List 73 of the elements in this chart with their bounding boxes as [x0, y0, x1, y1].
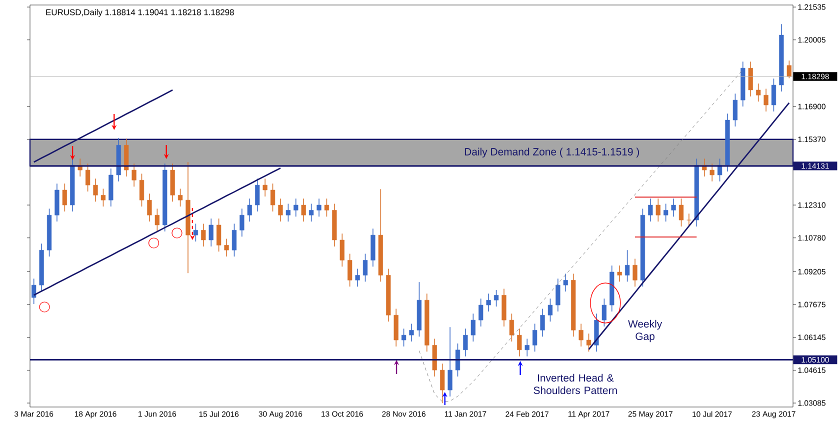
candlestick: [85, 163, 90, 192]
candlestick: [324, 198, 330, 218]
candlestick: [732, 93, 738, 127]
candlestick: [409, 323, 414, 342]
candlestick: [139, 173, 144, 207]
candlestick: [648, 198, 653, 222]
candlestick: [240, 208, 244, 237]
candlestick: [617, 265, 622, 282]
candlestick: [678, 198, 684, 227]
candlestick: [348, 253, 352, 287]
candlestick: [309, 203, 314, 222]
candlestick: [440, 363, 445, 404]
candlestick: [463, 328, 468, 357]
candlestick: [132, 163, 136, 187]
candlestick: [756, 83, 761, 102]
candlestick: [664, 203, 668, 222]
candlestick: [786, 60, 792, 79]
candlestick: [540, 308, 545, 337]
candlestick: [93, 178, 98, 202]
candlestick: [586, 333, 592, 352]
candlestick: [255, 178, 260, 212]
candlestick: [32, 278, 36, 304]
candlestick: [208, 218, 214, 247]
candlestick: [478, 298, 484, 327]
candlestick: [517, 328, 522, 357]
band-label: Daily Demand Zone ( 1.1415-1.1519 ): [464, 148, 640, 158]
candlestick: [602, 298, 606, 327]
candlestick: [494, 290, 499, 307]
candlestick: [624, 250, 630, 282]
candlestick: [62, 183, 67, 212]
candlestick: [764, 88, 768, 112]
candlestick: [548, 298, 553, 322]
candlestick: [671, 198, 676, 218]
annotation: Inverted Head & Shoulders Pattern: [534, 374, 617, 394]
chart-title: EURUSD,Daily 1.18814 1.19041 1.18218 1.18298: [46, 9, 234, 17]
candlestick: [710, 163, 714, 182]
candlestick: [278, 198, 283, 222]
candlestick: [147, 193, 152, 222]
candlestick: [771, 78, 776, 112]
candlestick: [355, 268, 360, 287]
candlestick: [216, 218, 222, 252]
candlestick: [224, 238, 229, 257]
candlestick: [448, 326, 452, 397]
candlestick: [286, 203, 290, 222]
candlestick: [563, 273, 568, 292]
candlestick: [262, 178, 268, 197]
candlestick: [178, 188, 183, 207]
candlestick: [270, 183, 276, 212]
candlestick: [532, 323, 538, 352]
candlestick: [486, 293, 491, 312]
candlestick: [316, 198, 322, 218]
candlestick: [455, 343, 460, 377]
candlestick: [232, 223, 237, 257]
candlestick: [201, 223, 206, 247]
candlestick: [632, 258, 638, 287]
candlestick: [193, 223, 198, 242]
candlestick: [362, 253, 368, 282]
candlestick: [509, 313, 514, 342]
candlestick: [247, 198, 252, 222]
candlestick: [524, 338, 530, 357]
candlestick: [340, 233, 344, 268]
candlestick: [578, 323, 584, 347]
candlestick: [656, 198, 660, 222]
candlestick: [294, 198, 298, 218]
candlestick: [686, 213, 692, 227]
candlestick: [470, 313, 476, 342]
candlestick: [301, 198, 306, 222]
candlestick: [401, 328, 406, 347]
candlestick: [154, 208, 160, 232]
annotation: Weekly Gap: [628, 320, 662, 342]
candlestick: [748, 61, 753, 97]
candlestick: [556, 278, 560, 312]
candlestick: [100, 188, 106, 207]
